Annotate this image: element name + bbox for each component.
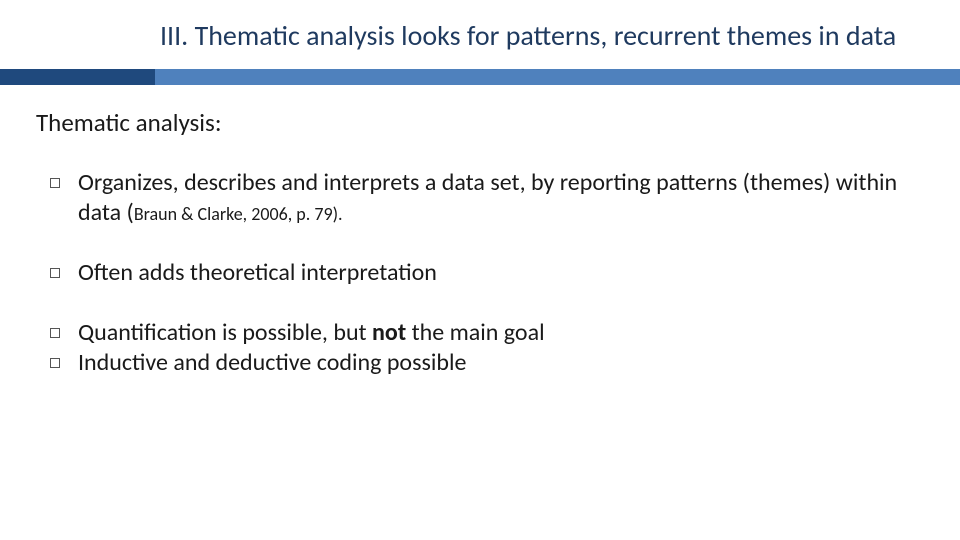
bullet-text: Often adds theoretical interpretation xyxy=(78,258,920,288)
bullet-marker-icon xyxy=(50,268,60,278)
subheading: Thematic analysis: xyxy=(36,107,920,138)
bullet-citation: Braun & Clarke, 2006, p. 79). xyxy=(134,203,343,225)
content-area: Thematic analysis: Organizes, describes … xyxy=(0,85,960,378)
bullet-text-bold: not xyxy=(372,318,406,347)
divider-accent-right xyxy=(155,69,960,85)
title-area: III. Thematic analysis looks for pattern… xyxy=(0,0,960,53)
bullet-marker-icon xyxy=(50,328,60,338)
bullet-text: Inductive and deductive coding possible xyxy=(78,348,920,378)
bullet-text-pre: Quantification is possible, but xyxy=(78,318,372,347)
list-item: Often adds theoretical interpretation xyxy=(36,258,920,288)
bullet-text-post: the main goal xyxy=(406,318,544,347)
list-item: Inductive and deductive coding possible xyxy=(36,348,920,378)
divider-bar xyxy=(0,69,960,85)
list-item: Quantification is possible, but not the … xyxy=(36,318,920,348)
slide-title: III. Thematic analysis looks for pattern… xyxy=(160,18,900,53)
bullet-marker-icon xyxy=(50,178,60,188)
bullet-text: Quantification is possible, but not the … xyxy=(78,318,920,348)
bullet-marker-icon xyxy=(50,358,60,368)
bullet-text: Organizes, describes and interprets a da… xyxy=(78,168,920,228)
list-item: Organizes, describes and interprets a da… xyxy=(36,168,920,228)
bullet-list: Organizes, describes and interprets a da… xyxy=(36,168,920,378)
divider-accent-left xyxy=(0,69,155,85)
